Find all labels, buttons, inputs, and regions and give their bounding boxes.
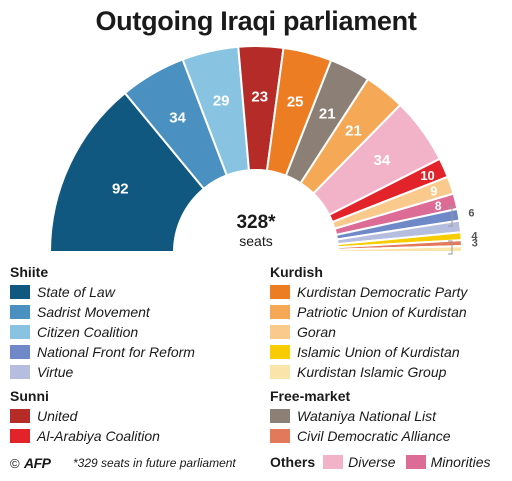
legend-label-al-arabiya-coalition: Al-Arabiya Coalition	[37, 428, 160, 444]
slice-label-united: 23	[251, 88, 268, 105]
slice-label-minorities: 8	[435, 199, 442, 213]
legend-label-wataniya-national-list: Wataniya National List	[297, 408, 437, 424]
legend-swatch-sadrist-movement	[10, 305, 30, 319]
legend-swatch-patriotic-union-of-kurdistan	[270, 305, 290, 319]
footnote: *329 seats in future parliament	[73, 456, 236, 470]
legend-label-kurdistan-democratic-party: Kurdistan Democratic Party	[297, 284, 468, 300]
slice-label-goran: 9	[430, 184, 437, 199]
legend-swatch-al-arabiya-coalition	[10, 429, 30, 443]
slice-label-civil-democratic-alliance: 3	[472, 238, 478, 250]
legend-entry-citizen-coalition: Citizen Coalition	[10, 322, 260, 342]
legend-label-kurdistan-islamic-group: Kurdistan Islamic Group	[297, 364, 447, 380]
legend-label-minorities: Minorities	[430, 454, 491, 470]
legend-group-free-market: Free-market Wataniya National List Civil …	[270, 386, 512, 446]
legend-label-islamic-union-of-kurdistan: Islamic Union of Kurdistan	[297, 344, 460, 360]
legend-swatch-kurdistan-islamic-group	[270, 365, 290, 379]
legend-label-goran: Goran	[297, 324, 336, 340]
slice-label-al-arabiya-coalition: 10	[420, 168, 434, 183]
legend-label-sadrist-movement: Sadrist Movement	[37, 304, 150, 320]
slice-label-islamic-union-of-kurdistan: 4	[471, 230, 478, 242]
legend-swatch-united	[10, 409, 30, 423]
legend-swatch-wataniya-national-list	[270, 409, 290, 423]
legend-entry-al-arabiya-coalition: Al-Arabiya Coalition	[10, 426, 260, 446]
legend-swatch-civil-democratic-alliance	[270, 429, 290, 443]
legend-group-title-sunni: Sunni	[10, 388, 49, 404]
legend-label-patriotic-union-of-kurdistan: Patriotic Union of Kurdistan	[297, 304, 467, 320]
slice-kurdistan-islamic-group	[336, 245, 464, 253]
afp-logo: AFP	[24, 455, 51, 471]
legend-entry-civil-democratic-alliance: Civil Democratic Alliance	[270, 426, 512, 446]
legend-entry-wataniya-national-list: Wataniya National List	[270, 406, 512, 426]
legend-label-citizen-coalition: Citizen Coalition	[37, 324, 139, 340]
legend-label-state-of-law: State of Law	[37, 284, 115, 300]
label-bracket-2	[448, 240, 453, 255]
total-seats-label: seats	[239, 233, 272, 249]
legend-group-title-free-market: Free-market	[270, 388, 351, 404]
legend-swatch-virtue	[10, 365, 30, 379]
legend-entry-national-front-for-reform: National Front for Reform	[10, 342, 260, 362]
legend-swatch-minorities	[405, 455, 426, 469]
legend-swatch-goran	[270, 325, 290, 339]
legend-swatch-kurdistan-democratic-party	[270, 285, 290, 299]
legend-swatch-diverse	[323, 455, 344, 469]
total-seats: 328*	[236, 212, 276, 233]
footer: © AFP *329 seats in future parliament	[10, 454, 270, 474]
legend-label-united: United	[37, 408, 78, 424]
slice-label-diverse: 34	[374, 152, 391, 169]
legend-label-national-front-for-reform: National Front for Reform	[37, 344, 195, 360]
legend-group-shiite: Shiite State of Law Sadrist Movement Citiz…	[10, 262, 260, 382]
legend-group-title-others: Others	[270, 454, 316, 470]
legend-entry-united: United	[10, 406, 260, 426]
legend-group-kurdish: Kurdish Kurdistan Democratic Party Patrio…	[270, 262, 512, 382]
slice-label-patriotic-union-of-kurdistan: 21	[345, 123, 362, 140]
legend-entry-virtue: Virtue	[10, 362, 260, 382]
legend-entry-kurdistan-islamic-group: Kurdistan Islamic Group	[270, 362, 512, 382]
legend-swatch-state-of-law	[10, 285, 30, 299]
slice-label-national-front-for-reform: 6	[468, 208, 474, 220]
legend-group-title-kurdish: Kurdish	[270, 264, 323, 280]
legend-swatch-islamic-union-of-kurdistan	[270, 345, 290, 359]
legend-label-virtue: Virtue	[37, 364, 74, 380]
copyright-symbol: ©	[10, 456, 20, 471]
slice-label-sadrist-movement: 34	[169, 110, 186, 127]
legend-swatch-citizen-coalition	[10, 325, 30, 339]
legend-entry-goran: Goran	[270, 322, 512, 342]
legend-group-others: Others Diverse Minorities	[270, 452, 501, 472]
legend-label-civil-democratic-alliance: Civil Democratic Alliance	[297, 428, 451, 444]
legend-group-title-shiite: Shiite	[10, 264, 49, 280]
legend-swatch-national-front-for-reform	[10, 345, 30, 359]
label-bracket-1	[448, 206, 453, 227]
slice-label-wataniya-national-list: 21	[319, 106, 336, 123]
slice-label-kurdistan-democratic-party: 25	[287, 93, 304, 110]
slice-state-of-law	[48, 91, 206, 253]
chart-title: Outgoing Iraqi parliament	[95, 6, 417, 36]
legend-entry-kurdistan-democratic-party: Kurdistan Democratic Party	[270, 282, 512, 302]
legend-entry-sadrist-movement: Sadrist Movement	[10, 302, 260, 322]
legend-entry-patriotic-union-of-kurdistan: Patriotic Union of Kurdistan	[270, 302, 512, 322]
slice-label-citizen-coalition: 29	[213, 92, 230, 109]
legend-entry-state-of-law: State of Law	[10, 282, 260, 302]
legend-entry-islamic-union-of-kurdistan: Islamic Union of Kurdistan	[270, 342, 512, 362]
legend-label-diverse: Diverse	[348, 454, 396, 470]
legend-group-sunni: Sunni United Al-Arabiya Coalition	[10, 386, 260, 446]
slice-label-state-of-law: 92	[112, 180, 129, 197]
